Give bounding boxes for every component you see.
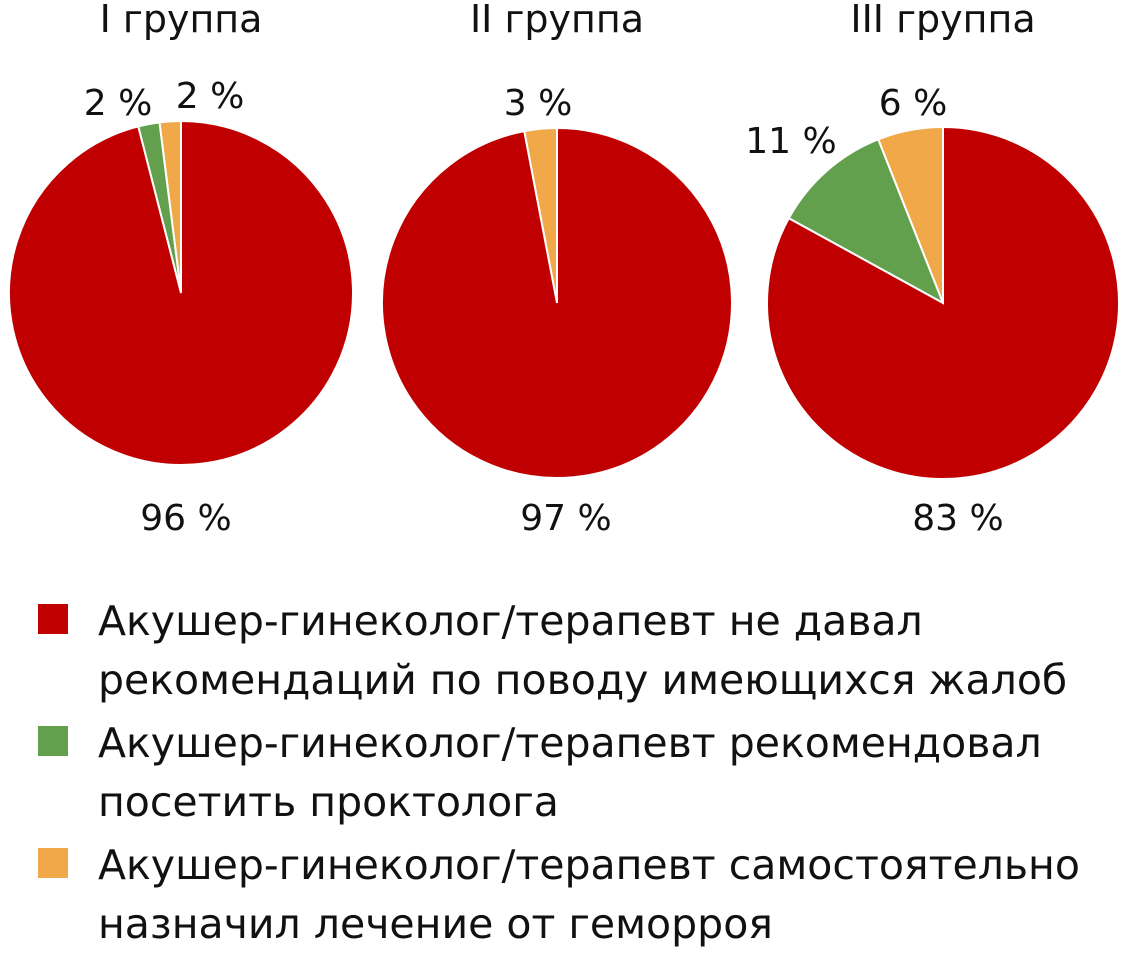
pie-slice-no-recommendations (766, 125, 1120, 480)
pie-chart-3: III группа 83 % 11 % 6 % (745, 0, 1120, 539)
legend-label: Акушер-гинеколог/терапевт рекомендовал п… (98, 719, 1042, 826)
data-label-self-treatment: 2 % (176, 76, 245, 117)
legend-swatch-red (38, 604, 68, 634)
pie-chart-2: II группа 97 % 3 % (381, 0, 734, 539)
pie-slice-no-recommendations (8, 119, 354, 466)
legend-item-proctologist: Акушер-гинеколог/терапевт рекомендовал п… (38, 714, 1118, 832)
pie-charts-canvas: I группа 96 % 2 % 2 % II группа 97 % 3 % III гр… (8, 0, 1120, 539)
legend: Акушер-гинеколог/терапевт не давал реком… (38, 592, 1118, 958)
data-label-self-treatment: 6 % (879, 83, 948, 124)
pie-chart-1: I группа 96 % 2 % 2 % (8, 0, 354, 539)
pie-slice-proctologist (787, 138, 945, 306)
data-label-no-recommendations: 83 % (912, 498, 1003, 539)
legend-swatch-green (38, 726, 68, 756)
legend-label: Акушер-гинеколог/терапевт не давал реком… (98, 597, 1068, 704)
legend-label: Акушер-гинеколог/терапевт самостоятельно… (98, 841, 1080, 948)
legend-item-self-treatment: Акушер-гинеколог/терапевт самостоятельно… (38, 836, 1118, 954)
chart-title: I группа (100, 0, 263, 41)
legend-item-no-recommendations: Акушер-гинеколог/терапевт не давал реком… (38, 592, 1118, 710)
data-label-proctologist: 11 % (745, 121, 836, 162)
chart-title: III группа (850, 0, 1035, 41)
legend-swatch-orange (38, 848, 68, 878)
pie-slice-no-recommendations (381, 126, 734, 479)
data-label-no-recommendations: 96 % (140, 498, 231, 539)
data-label-no-recommendations: 97 % (520, 498, 611, 539)
data-label-proctologist: 2 % (84, 83, 153, 124)
data-label-self-treatment: 3 % (504, 83, 573, 124)
chart-title: II группа (470, 0, 644, 41)
